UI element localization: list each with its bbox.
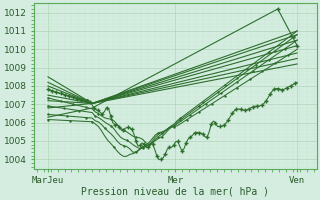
X-axis label: Pression niveau de la mer( hPa ): Pression niveau de la mer( hPa ) <box>81 187 269 197</box>
